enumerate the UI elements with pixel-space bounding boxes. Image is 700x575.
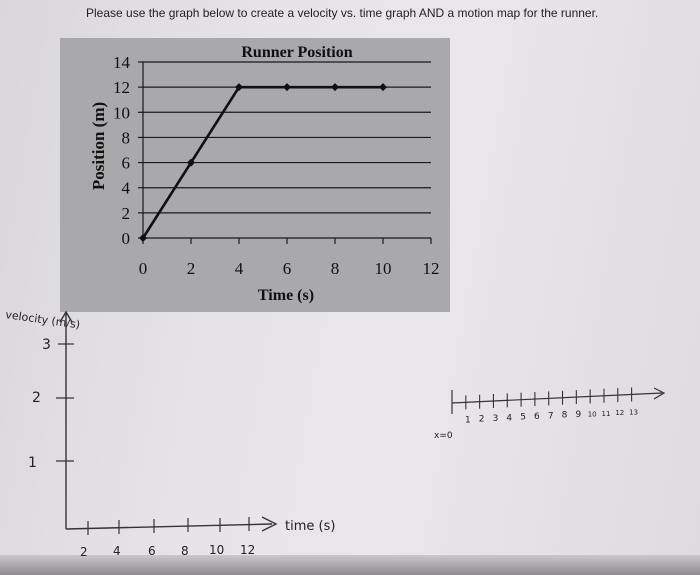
x-tick-labels: 0 2 4 6 8 10 12 [139, 238, 440, 278]
x-tick-label: 0 [139, 259, 148, 278]
velocity-x-tick-label: 4 [113, 544, 121, 558]
series-line [141, 85, 383, 239]
motion-map-tick-label: 3 [493, 414, 499, 424]
x-axis-label: Time (s) [258, 287, 314, 304]
velocity-y-tick-label: 3 [42, 337, 51, 353]
motion-map-tick-label: 2 [479, 415, 485, 425]
motion-map-tick-label: 7 [548, 411, 554, 421]
y-tick-label: 0 [122, 229, 131, 248]
table-surface [0, 555, 700, 575]
y-tick-label: 14 [113, 53, 131, 72]
motion-map-tick-label: 11 [602, 410, 611, 418]
y-tick-label: 10 [113, 103, 130, 122]
motion-map-tick-label: 9 [575, 410, 581, 420]
motion-map-tick-label: 4 [506, 413, 512, 423]
y-axis-arrowhead [59, 310, 73, 323]
motion-map: 1 2 3 4 5 6 7 8 9 10 11 12 13 x=0 [434, 387, 666, 441]
y-tick-label: 6 [122, 154, 131, 173]
x-tick-label: 4 [235, 259, 244, 278]
motion-map-ticks: 1 2 3 4 5 6 7 8 9 10 11 12 13 [465, 387, 638, 425]
data-point [187, 158, 195, 167]
motion-map-tick-label: 12 [615, 409, 624, 417]
series-points [139, 83, 387, 242]
data-point [235, 83, 243, 92]
x-tick-label: 12 [423, 259, 440, 278]
velocity-axis-label: velocity (m/s) [5, 308, 81, 331]
chart-title: Runner Position [241, 44, 352, 61]
velocity-y-tick-label: 1 [28, 455, 37, 471]
motion-map-axis [451, 392, 663, 404]
chart-panel [60, 38, 450, 312]
y-tick-label: 2 [122, 204, 131, 223]
x-tick-label: 6 [283, 259, 292, 278]
motion-map-origin-label: x=0 [434, 431, 453, 441]
motion-map-tick-label: 8 [562, 411, 568, 421]
motion-map-tick-label: 13 [629, 408, 638, 416]
motion-map-tick-label: 10 [588, 410, 597, 418]
x-tick-label: 10 [375, 259, 392, 278]
y-tick-label: 8 [122, 128, 131, 147]
motion-map-tick-label: 1 [465, 415, 471, 425]
position-chart: Runner Position Position (m) Time (s) 0 2… [89, 44, 440, 304]
y-tick-label: 12 [113, 78, 130, 97]
motion-map-tick-label: 5 [520, 413, 526, 423]
y-tick-labels: 0 2 4 6 8 10 12 14 [113, 53, 143, 248]
velocity-y-tick-label: 2 [32, 390, 41, 406]
instruction-text: Please use the graph below to create a v… [86, 6, 599, 20]
y-axis-label: Position (m) [89, 102, 108, 190]
velocity-x-tick-label: 12 [240, 543, 255, 557]
x-tick-label: 8 [331, 259, 340, 278]
data-point [139, 234, 147, 242]
velocity-x-axis [65, 523, 273, 530]
y-tick-label: 4 [122, 179, 131, 198]
data-point [283, 83, 291, 92]
velocity-x-tick-label: 8 [181, 544, 189, 558]
x-axis-arrowhead [261, 516, 278, 532]
x-tick-label: 2 [187, 259, 196, 278]
motion-map-arrowhead [653, 387, 666, 400]
velocity-x-tick-label: 6 [148, 544, 156, 558]
velocity-time-label: time (s) [285, 519, 335, 534]
data-point [331, 83, 339, 92]
velocity-graph: velocity (m/s) 3 2 1 2 4 6 8 10 12 time [5, 308, 336, 559]
motion-map-tick-label: 6 [534, 412, 540, 422]
velocity-x-tick-label: 2 [80, 545, 88, 559]
velocity-x-tick-label: 10 [209, 543, 224, 557]
data-point [379, 83, 387, 92]
series-line-group [141, 85, 383, 239]
velocity-x-ticks: 2 4 6 8 10 12 [80, 517, 255, 559]
velocity-y-ticks: 3 2 1 [28, 337, 74, 471]
